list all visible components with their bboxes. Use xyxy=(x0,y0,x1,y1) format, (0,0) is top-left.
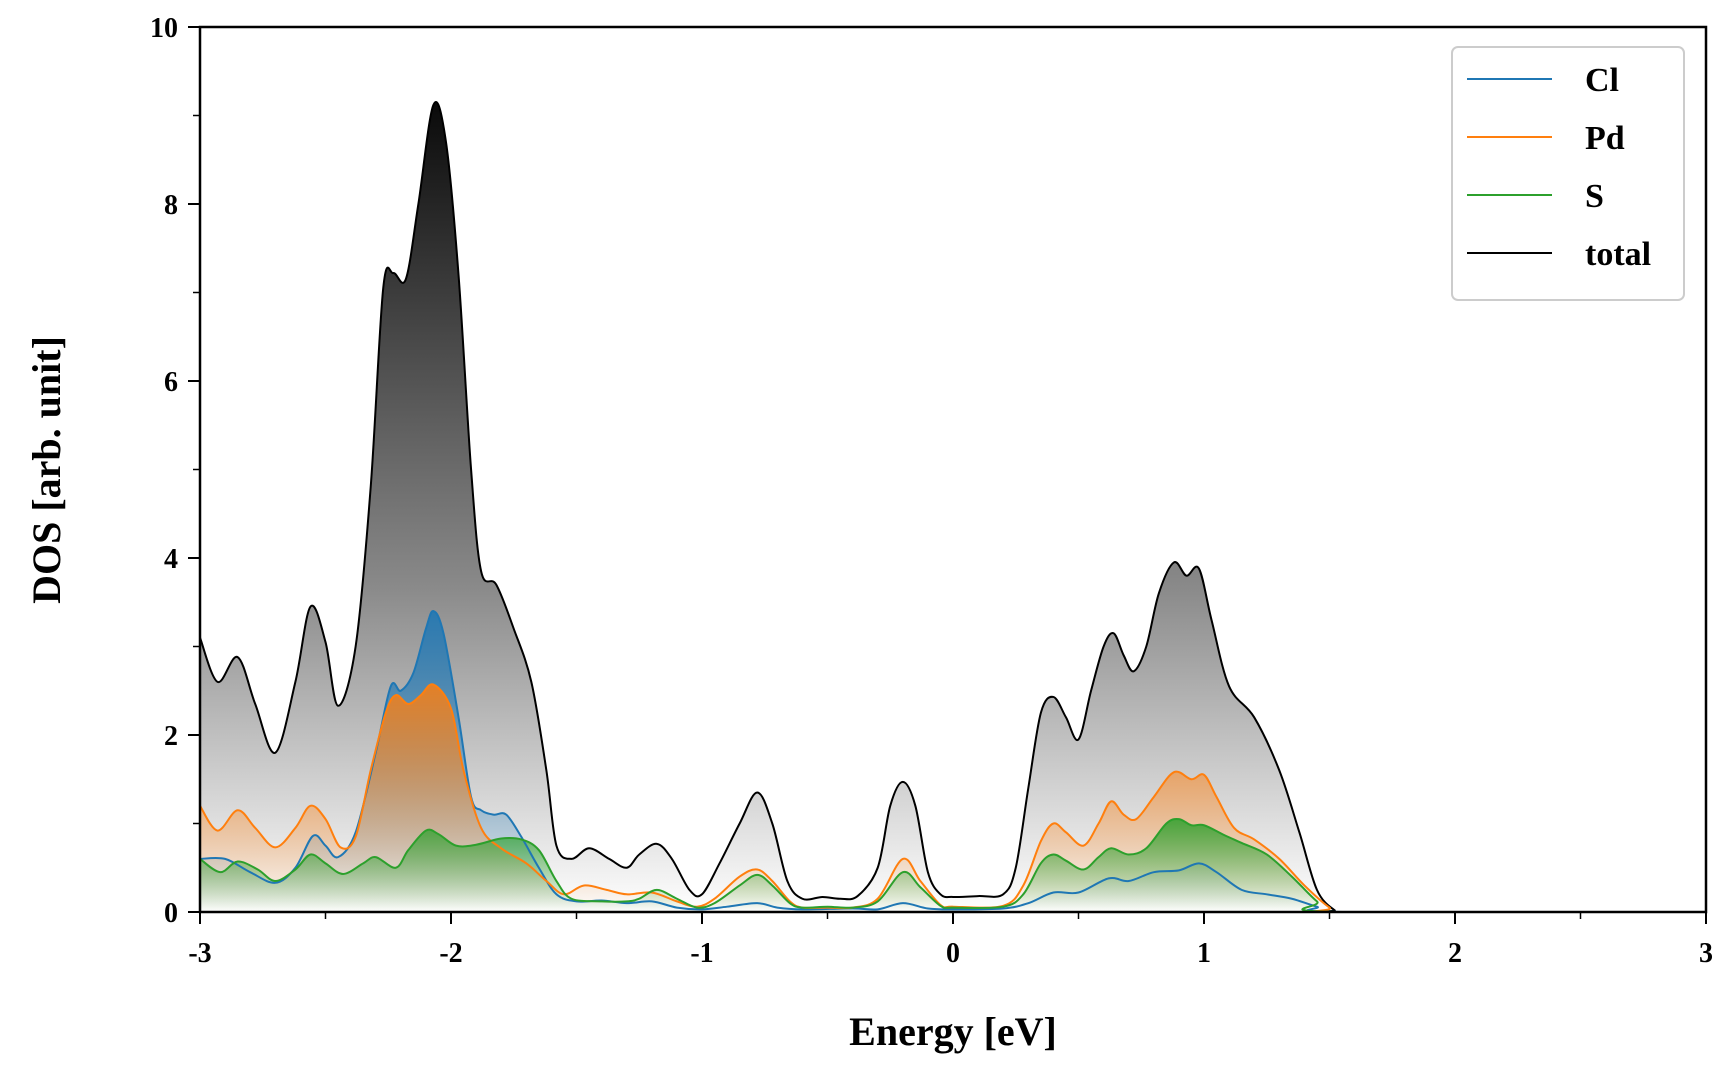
legend-label-total: total xyxy=(1585,236,1651,273)
x-tick-label: 1 xyxy=(1197,938,1211,969)
y-axis-title: DOS [arb. unit] xyxy=(24,336,69,604)
x-tick-label: -2 xyxy=(439,938,462,969)
y-tick-label: 8 xyxy=(164,190,178,221)
y-tick-label: 10 xyxy=(150,13,178,44)
y-axis: 0 2 4 6 8 10 xyxy=(150,13,200,929)
x-tick-label: 2 xyxy=(1448,938,1462,969)
series-line-s xyxy=(200,817,1706,912)
y-tick-label: 6 xyxy=(164,367,178,398)
x-tick-label: -3 xyxy=(188,938,211,969)
x-axis: -3 -2 -1 0 1 2 3 xyxy=(188,912,1713,969)
area-fill-s xyxy=(200,818,1706,912)
legend-box xyxy=(1451,46,1685,301)
area-fill-total xyxy=(200,102,1706,912)
x-tick-label: 0 xyxy=(946,938,960,969)
x-tick-label: -1 xyxy=(690,938,713,969)
legend-label-pd: Pd xyxy=(1585,120,1625,157)
legend-label-cl: Cl xyxy=(1585,62,1619,99)
x-tick-label: 3 xyxy=(1699,938,1713,969)
legend-label-s: S xyxy=(1585,178,1604,215)
x-axis-title: Energy [eV] xyxy=(849,1009,1057,1054)
y-tick-label: 0 xyxy=(164,898,178,929)
series-line-total xyxy=(200,101,1706,912)
y-tick-label: 4 xyxy=(164,544,178,575)
series-fills xyxy=(200,102,1706,912)
series-line-pd xyxy=(200,683,1706,912)
series-lines xyxy=(200,101,1706,912)
y-tick-label: 2 xyxy=(164,721,178,752)
